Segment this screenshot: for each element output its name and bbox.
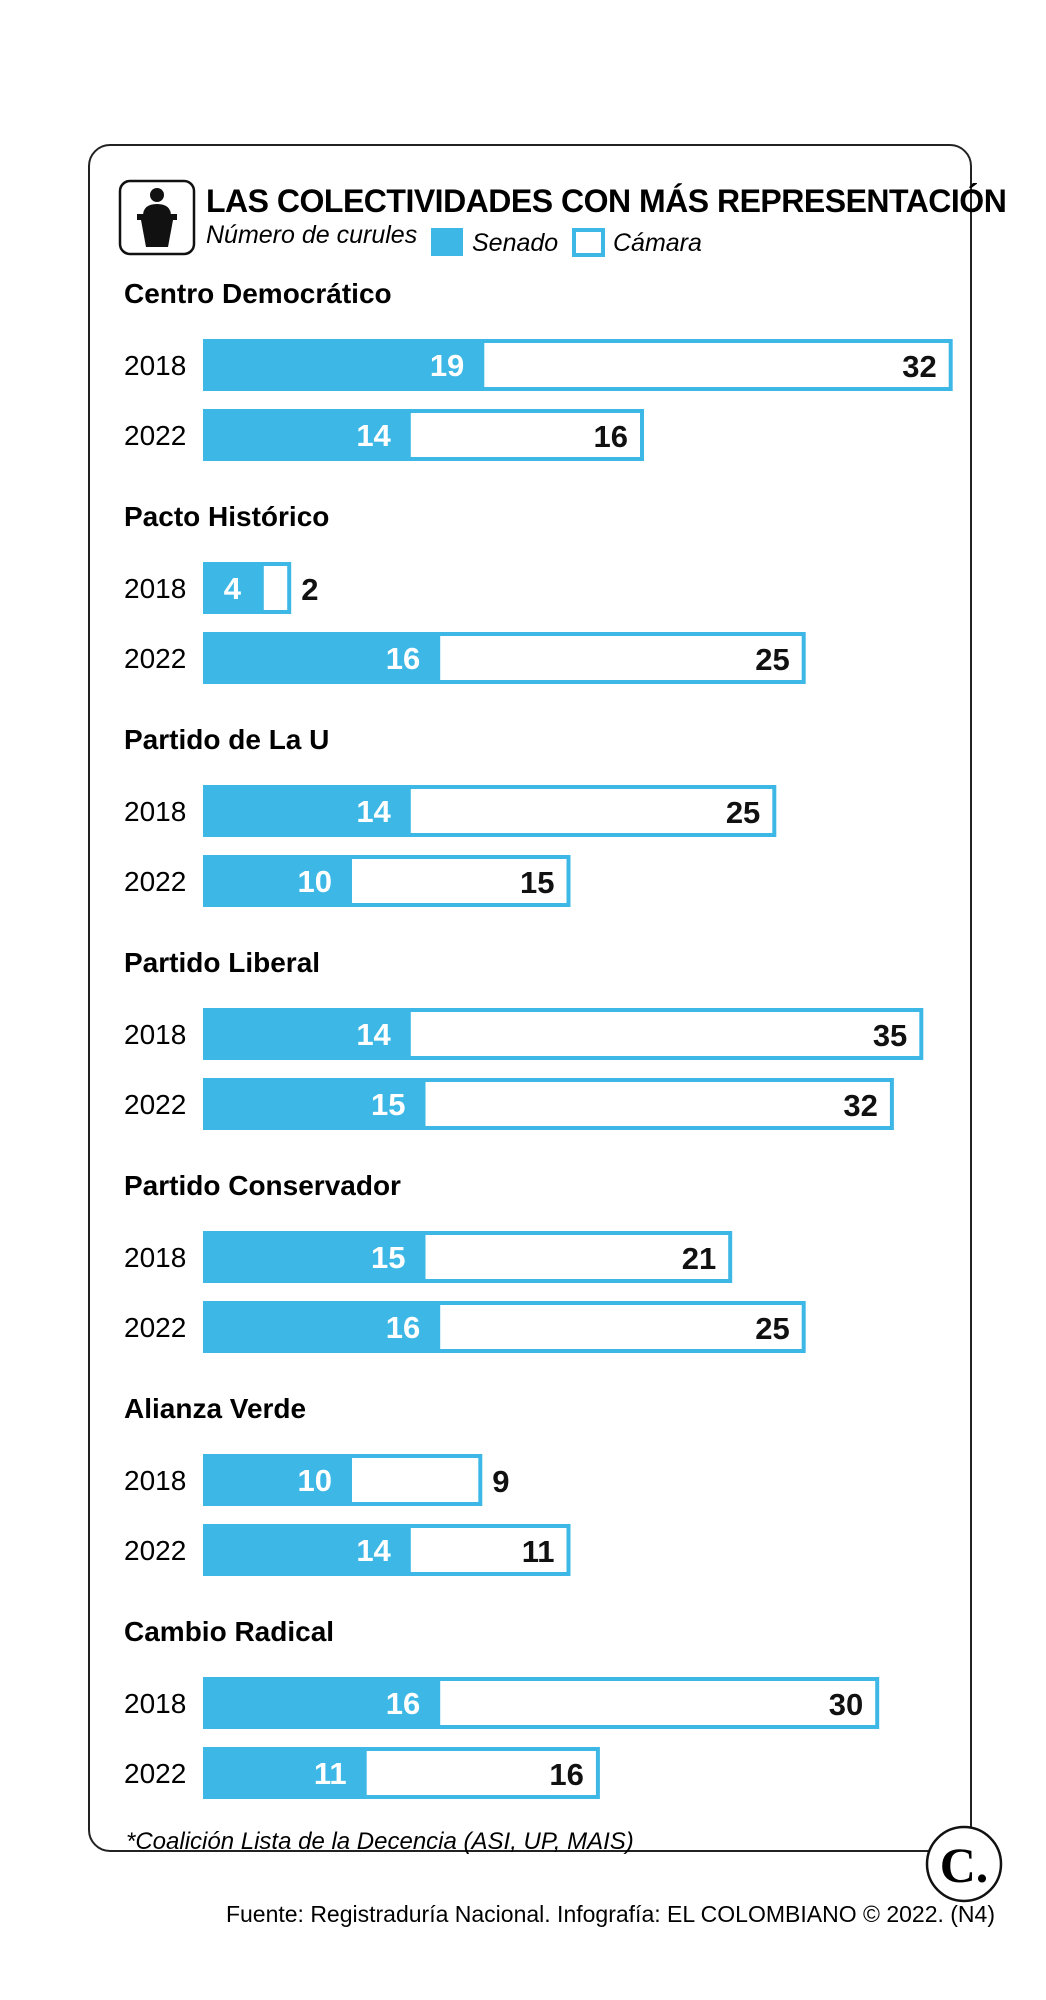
senado-value-label: 14	[356, 794, 391, 829]
legend-label-senado: Senado	[472, 229, 558, 257]
chart-title: LAS COLECTIVIDADES CON MÁS REPRESENTACIÓ…	[206, 183, 1006, 219]
camara-bar	[421, 1078, 894, 1130]
senado-bar	[203, 1677, 439, 1729]
senado-value-label: 15	[371, 1087, 405, 1122]
chart-subtitle: Número de curules	[206, 221, 417, 249]
year-label: 2022	[124, 1535, 186, 1566]
year-label: 2018	[124, 1242, 186, 1273]
camara-bar	[406, 1524, 571, 1576]
el-colombiano-logo: C.	[925, 1825, 1003, 1903]
source-credit: Fuente: Registraduría Nacional. Infograf…	[226, 1901, 995, 1927]
footnote: *Coalición Lista de la Decencia (ASI, UP…	[126, 1828, 634, 1855]
camara-value-label: 21	[682, 1241, 716, 1276]
senado-value-label: 11	[314, 1756, 347, 1791]
year-label: 2018	[124, 573, 186, 604]
senado-bar	[203, 1078, 424, 1130]
senado-value-label: 16	[386, 641, 420, 676]
legend-swatch-camara	[572, 228, 605, 257]
year-label: 2022	[124, 1758, 186, 1789]
camara-bar	[406, 409, 644, 461]
senado-bar	[203, 785, 409, 837]
party-label: Centro Democrático	[124, 278, 392, 309]
camara-value-label: 16	[594, 419, 628, 454]
senado-bar	[203, 1524, 409, 1576]
senado-bar	[203, 632, 439, 684]
camara-bar	[436, 1677, 880, 1729]
senado-value-label: 14	[356, 1533, 391, 1568]
senado-value-label: 19	[430, 348, 464, 383]
year-label: 2022	[124, 1089, 186, 1120]
senado-bar	[203, 339, 483, 391]
year-label: 2022	[124, 420, 186, 451]
legend-swatch-senado	[431, 228, 463, 256]
year-label: 2022	[124, 643, 186, 674]
chart-card	[88, 144, 972, 1852]
party-label: Partido de La U	[124, 724, 329, 755]
senado-value-label: 16	[386, 1310, 420, 1345]
senado-value-label: 14	[356, 418, 391, 453]
camara-value-label: 25	[726, 795, 760, 830]
camara-bar	[406, 1008, 924, 1060]
camara-value-label: 15	[520, 865, 554, 900]
year-label: 2022	[124, 866, 186, 897]
year-label: 2022	[124, 1312, 186, 1343]
podium-speaker-icon	[118, 179, 196, 256]
camara-bar	[362, 1747, 600, 1799]
camara-value-label: 32	[843, 1088, 877, 1123]
party-label: Pacto Histórico	[124, 501, 329, 532]
year-label: 2018	[124, 1688, 186, 1719]
camara-value-label: 35	[873, 1018, 907, 1053]
bar-groups: Centro Democrático 2018 19 32 2022 14 16 Pacto …	[124, 278, 953, 1799]
camara-value-label: 25	[755, 642, 789, 677]
camara-value-label: 11	[522, 1534, 555, 1569]
senado-bar	[203, 1454, 350, 1506]
senado-bar	[203, 1231, 424, 1283]
senado-bar	[203, 1747, 365, 1799]
senado-value-label: 10	[298, 864, 332, 899]
party-label: Partido Conservador	[124, 1170, 401, 1201]
senado-value-label: 16	[386, 1686, 420, 1721]
camara-value-label: 32	[902, 349, 936, 384]
senado-bar	[203, 562, 262, 614]
camara-bar	[421, 1231, 733, 1283]
camara-bar	[480, 339, 953, 391]
camara-value-label: 25	[755, 1311, 789, 1346]
logo-text: C.	[940, 1837, 989, 1893]
senado-bar	[203, 855, 350, 907]
year-label: 2018	[124, 350, 186, 381]
camara-bar	[348, 855, 571, 907]
year-label: 2018	[124, 1019, 186, 1050]
camara-value-label: 16	[549, 1757, 583, 1792]
party-label: Alianza Verde	[124, 1393, 306, 1424]
senado-bar	[203, 409, 409, 461]
party-label: Cambio Radical	[124, 1616, 334, 1647]
camara-value-label: 9	[492, 1464, 509, 1499]
camara-bar	[348, 1454, 483, 1506]
legend-label-camara: Cámara	[613, 229, 702, 257]
camara-bar	[436, 1301, 806, 1353]
senado-bar	[203, 1008, 409, 1060]
senado-value-label: 14	[356, 1017, 391, 1052]
senado-value-label: 10	[298, 1463, 332, 1498]
senado-value-label: 15	[371, 1240, 405, 1275]
camara-bar	[436, 632, 806, 684]
party-label: Partido Liberal	[124, 947, 320, 978]
senado-value-label: 4	[224, 571, 242, 606]
senado-bar	[203, 1301, 439, 1353]
camara-value-label: 2	[301, 572, 318, 607]
year-label: 2018	[124, 1465, 186, 1496]
camara-bar	[259, 562, 292, 614]
camara-value-label: 30	[829, 1687, 863, 1722]
camara-bar	[406, 785, 777, 837]
year-label: 2018	[124, 796, 186, 827]
